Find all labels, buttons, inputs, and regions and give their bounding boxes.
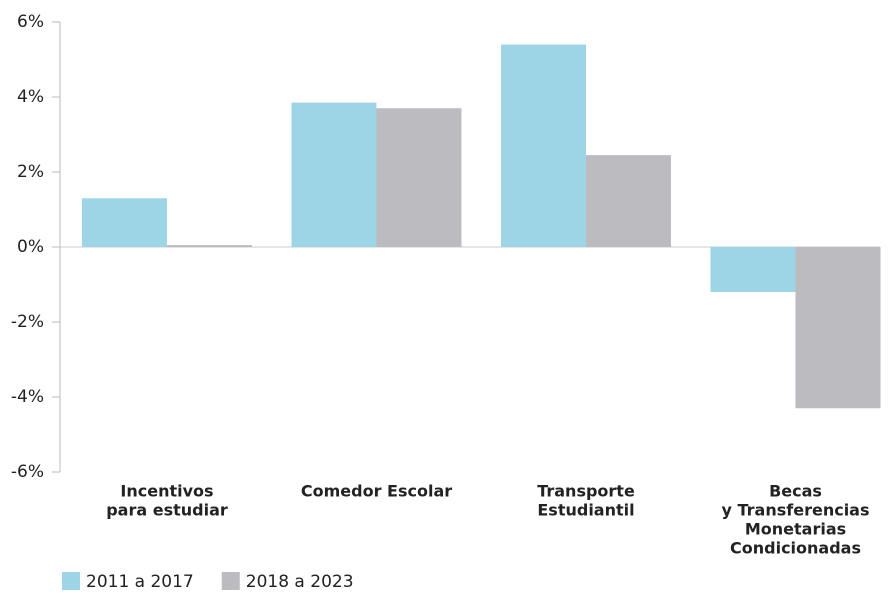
- bar: [82, 198, 167, 247]
- bar: [291, 102, 377, 247]
- x-tick-label: Monetarias: [745, 520, 846, 539]
- bar: [586, 155, 671, 247]
- y-tick-label: -6%: [11, 462, 44, 482]
- y-tick-label: 2%: [17, 162, 44, 182]
- x-tick-label: Transporte: [537, 482, 635, 501]
- y-tick-label: -4%: [11, 387, 44, 407]
- x-tick-label: y Transferencias: [722, 501, 870, 520]
- x-tick-label: Incentivos: [120, 482, 213, 501]
- y-tick-label: 6%: [17, 12, 44, 32]
- x-tick-label: Becas: [769, 482, 822, 501]
- x-tick-label: Estudiantil: [537, 501, 634, 520]
- x-tick-label: Condicionadas: [730, 539, 861, 558]
- x-tick-label: para estudiar: [106, 501, 228, 520]
- bar: [795, 247, 881, 409]
- legend-swatch: [221, 572, 240, 590]
- y-tick-label: -2%: [11, 312, 44, 332]
- x-tick-label: Comedor Escolar: [301, 482, 452, 501]
- legend-label: 2018 a 2023: [246, 572, 354, 592]
- bar: [501, 44, 586, 247]
- y-tick-label: 4%: [17, 87, 44, 107]
- bar: [167, 245, 252, 247]
- bar: [376, 108, 462, 247]
- bar: [710, 247, 796, 292]
- y-tick-label: 0%: [17, 237, 44, 257]
- legend-swatch: [62, 572, 80, 590]
- legend-label: 2011 a 2017: [86, 572, 194, 592]
